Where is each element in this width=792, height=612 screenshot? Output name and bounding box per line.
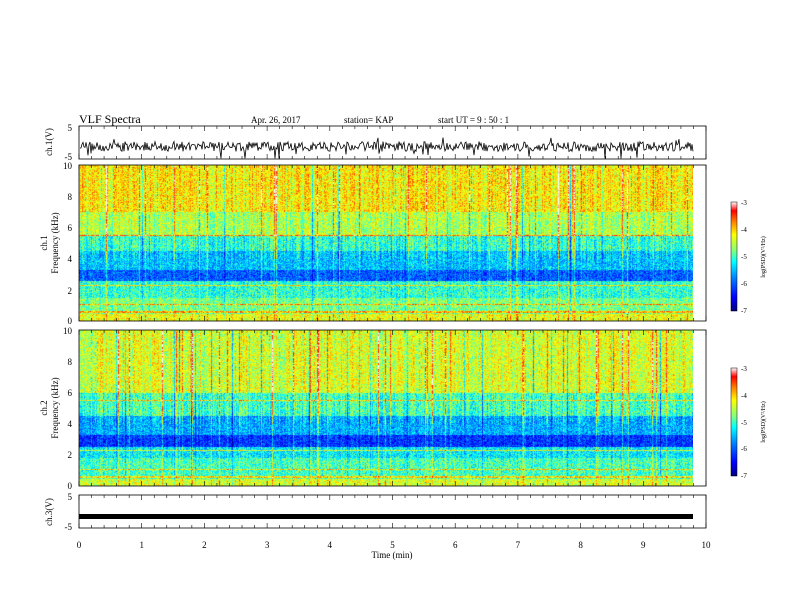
ch3-wave-ytick-top: 5 (68, 492, 73, 502)
figure-title: VLF Spectra (79, 112, 141, 126)
ch1-spec-ytick-4: 4 (68, 254, 73, 264)
ch1-colorbar-label: log(PSD)(V²/Hz) (760, 236, 767, 277)
x-tick-label-10: 10 (702, 540, 712, 550)
ch1-spec-ytick-10: 10 (63, 161, 73, 171)
ch1-cb-tick-m7: -7 (741, 307, 747, 315)
ch1-spec-ytick-0: 0 (68, 316, 73, 326)
ch1-spec-channel-label: ch.1 (39, 235, 49, 250)
x-axis: 0 1 2 3 4 5 6 7 8 9 10 Time (min) (77, 540, 711, 560)
panel-ch1-spectrogram: 0 2 4 6 8 10 ch.1 Frequency (kHz) (39, 161, 707, 326)
x-tick-marks (78, 126, 707, 528)
ch3-wave-ytick-bottom: -5 (65, 522, 73, 532)
ch1-colorbar-gradient (730, 201, 738, 312)
ch1-cb-tick-m3: -3 (741, 199, 747, 207)
figure-start-time: start UT = 9 : 50 : 1 (438, 115, 509, 125)
ch1-cb-tick-m5: -5 (741, 253, 747, 261)
ch1-colorbar: -3 -4 -5 -6 -7 log(PSD)(V²/Hz) (730, 199, 767, 315)
ch2-colorbar: -3 -4 -5 -6 -7 log(PSD)(V²/Hz) (730, 365, 767, 480)
ch2-spec-ytick-4: 4 (68, 419, 73, 429)
panel-ch1-wave: 5 -5 ch.1(V) (44, 123, 707, 162)
panel-ch2-spectrogram: 0 2 4 6 8 10 ch.2 Frequency (kHz) (39, 326, 707, 491)
figure-station: station= KAP (344, 115, 393, 125)
x-tick-label-9: 9 (641, 540, 646, 550)
ch1-waveform-line (79, 137, 694, 159)
x-tick-label-2: 2 (202, 540, 207, 550)
ch1-cb-tick-m6: -6 (741, 280, 747, 288)
ch1-wave-ylabel: ch.1(V) (44, 128, 54, 156)
ch2-cb-tick-m7: -7 (741, 472, 747, 480)
ch2-cb-tick-m3: -3 (741, 365, 747, 373)
ch3-wave-ylabel: ch.3(V) (44, 498, 54, 526)
ch1-spec-ylabel: Frequency (kHz) (50, 212, 60, 273)
figure-date: Apr. 26, 2017 (251, 115, 301, 125)
ch2-spec-ytick-8: 8 (68, 357, 73, 367)
x-tick-label-4: 4 (328, 540, 333, 550)
ch2-colorbar-label: log(PSD)(V²/Hz) (760, 401, 767, 442)
ch1-spectrogram-image (79, 165, 693, 321)
ch1-spec-ytick-2: 2 (68, 286, 73, 296)
ch2-spec-channel-label: ch.2 (39, 400, 49, 415)
ch2-colorbar-gradient (730, 367, 738, 477)
ch2-spec-yticks: 0 2 4 6 8 10 (63, 326, 73, 491)
ch2-spec-ytick-0: 0 (68, 481, 73, 491)
x-tick-label-5: 5 (390, 540, 395, 550)
ch2-spec-ytick-2: 2 (68, 450, 73, 460)
ch2-cb-tick-m4: -4 (741, 392, 747, 400)
ch1-spec-yticks: 0 2 4 6 8 10 (63, 161, 73, 326)
ch2-cb-tick-m5: -5 (741, 419, 747, 427)
ch2-cb-tick-m6: -6 (741, 445, 747, 453)
ch2-spec-ytick-10: 10 (63, 326, 73, 336)
x-tick-label-6: 6 (453, 540, 458, 550)
ch1-wave-ytick-top: 5 (68, 123, 73, 133)
x-tick-label-3: 3 (265, 540, 270, 550)
x-tick-label-0: 0 (77, 540, 82, 550)
ch2-spec-ylabel: Frequency (kHz) (50, 377, 60, 438)
panel-ch3-wave: 5 -5 ch.3(V) (44, 492, 707, 532)
ch1-wave-ytick-bottom: -5 (65, 152, 73, 162)
x-tick-label-8: 8 (578, 540, 583, 550)
ch1-spec-ytick-8: 8 (68, 192, 73, 202)
x-tick-label-7: 7 (516, 540, 521, 550)
x-axis-label: Time (min) (372, 550, 413, 560)
ch1-spec-ytick-6: 6 (68, 223, 73, 233)
ch2-spec-ytick-6: 6 (68, 388, 73, 398)
ch2-spectrogram-image (79, 330, 693, 486)
ch1-cb-tick-m4: -4 (741, 226, 747, 234)
x-tick-label-1: 1 (139, 540, 144, 550)
